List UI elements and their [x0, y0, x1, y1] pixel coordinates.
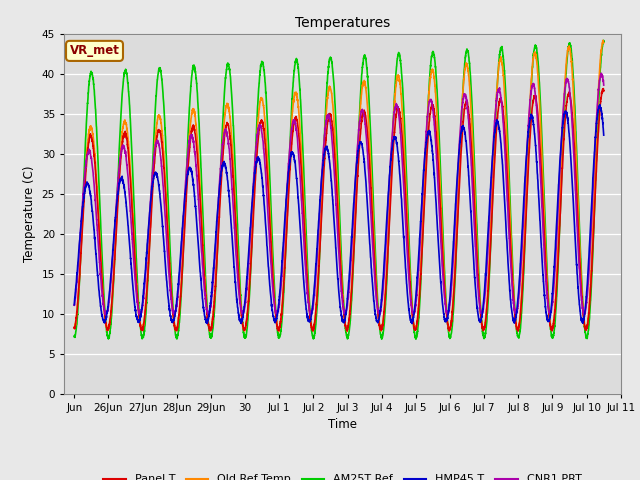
Legend: Panel T, Old Ref Temp, AM25T Ref, HMP45 T, CNR1 PRT: Panel T, Old Ref Temp, AM25T Ref, HMP45 … [99, 470, 586, 480]
Title: Temperatures: Temperatures [295, 16, 390, 30]
X-axis label: Time: Time [328, 418, 357, 431]
Text: VR_met: VR_met [70, 44, 120, 58]
Y-axis label: Temperature (C): Temperature (C) [23, 165, 36, 262]
